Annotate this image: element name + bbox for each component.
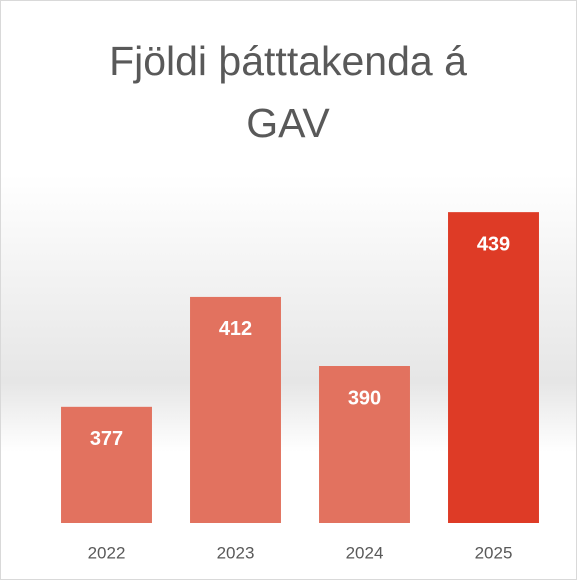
bar — [319, 366, 410, 523]
x-tick-label: 2025 — [475, 543, 513, 562]
x-tick-label: 2023 — [217, 543, 255, 562]
bar — [448, 212, 539, 523]
bar — [190, 296, 281, 523]
data-label: 377 — [90, 428, 123, 450]
data-label: 390 — [348, 387, 381, 409]
data-label: 439 — [477, 233, 510, 255]
x-tick-label: 2022 — [88, 543, 126, 562]
bar — [61, 406, 152, 523]
data-label: 412 — [219, 318, 252, 340]
x-tick-label: 2024 — [346, 543, 384, 562]
chart-title: Fjöldi þátttakenda á GAV — [109, 38, 467, 146]
